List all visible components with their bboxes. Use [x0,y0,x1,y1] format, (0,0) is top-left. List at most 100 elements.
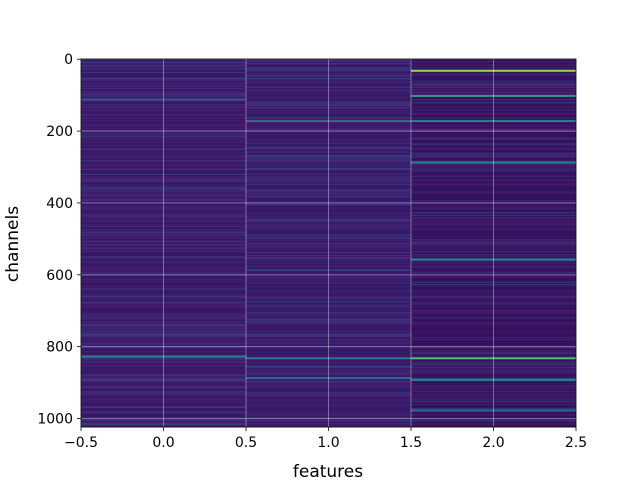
heatmap-cell-stripe [81,340,246,342]
heatmap-cell-stripe [246,339,411,340]
heatmap-cell-stripe [411,297,576,298]
heatmap-cell-stripe [411,105,576,107]
heatmap-cell-stripe [246,294,411,295]
heatmap-cell-stripe [81,257,246,259]
heatmap-cell-stripe [411,333,576,335]
heatmap-cell-stripe [81,166,246,168]
heatmap-cell-stripe [81,284,246,285]
heatmap-cell-stripe [411,412,576,414]
heatmap-cell-stripe [411,275,576,277]
heatmap-cell-stripe [411,389,576,391]
heatmap-cell-stripe [246,87,411,88]
heatmap-cell-stripe [81,267,246,268]
heatmap-cell-stripe [81,391,246,392]
heatmap-cell-stripe [81,299,246,301]
heatmap-cell-stripe [246,288,411,290]
heatmap-cell-stripe [246,323,411,324]
heatmap-cell-stripe [246,177,411,179]
heatmap-cell-stripe [411,305,576,307]
heatmap-cell-stripe [246,136,411,138]
heatmap-cell-stripe [246,415,411,417]
heatmap-cell-stripe [81,320,246,322]
heatmap-cell-stripe [411,92,576,94]
heatmap-cell-stripe [411,329,576,331]
heatmap-cell-stripe [246,117,411,118]
heatmap-cell-stripe [411,168,576,170]
heatmap-cell-stripe [81,346,246,348]
heatmap-cell-stripe [411,294,576,295]
heatmap-cell-stripe [246,166,411,168]
heatmap-cell-stripe [411,342,576,344]
heatmap-cell-stripe [411,425,576,427]
heatmap-cell-stripe [411,270,576,271]
heatmap-cell-stripe [81,254,246,255]
heatmap-cell-stripe [81,223,246,225]
heatmap-cell-stripe [81,76,246,77]
heatmap-cell-stripe [246,113,411,115]
heatmap-cell-stripe [411,424,576,426]
x-tick-label: 2.0 [482,435,504,451]
heatmap-cell-stripe [411,405,576,406]
heatmap-cell-stripe [246,99,411,101]
heatmap-cell-stripe [81,221,246,223]
heatmap-cell-stripe [81,377,246,378]
heatmap-cell-stripe [81,328,246,330]
heatmap-cell-stripe [411,75,576,76]
heatmap-cell-stripe [246,394,411,395]
heatmap-cell-stripe [81,323,246,324]
heatmap-cell-stripe [81,85,246,87]
heatmap-cell-stripe [411,73,576,74]
heatmap-cell-stripe [246,366,411,367]
heatmap-cell-stripe [411,327,576,329]
heatmap-cell-stripe [411,158,576,159]
heatmap-cell-stripe [411,136,576,138]
heatmap-cell-stripe [411,402,576,404]
heatmap-cell-stripe [81,256,246,257]
heatmap-cell-stripe [411,219,576,221]
heatmap-cell-stripe [81,206,246,208]
heatmap-cell-stripe [411,150,576,152]
heatmap-cell-stripe [411,276,576,278]
heatmap-cell-stripe [411,234,576,236]
heatmap-cell-stripe [246,160,411,161]
heatmap-cell-stripe [81,225,246,226]
heatmap-cell-stripe [411,266,576,267]
heatmap-cell-stripe [81,69,246,71]
heatmap-cell-stripe [411,140,576,142]
heatmap-cell-stripe [411,249,576,251]
heatmap-cell-stripe [81,184,246,185]
heatmap-cell-stripe [246,251,411,253]
heatmap-cell-stripe [81,312,246,314]
heatmap-cell-stripe [411,159,576,160]
heatmap-cell-stripe [81,247,246,249]
heatmap-cell-stripe [411,330,576,332]
heatmap-cell-stripe [246,363,411,364]
heatmap-cell-stripe [81,425,246,427]
heatmap-cell-stripe [81,358,246,360]
heatmap-cell-stripe [81,200,246,201]
heatmap-cell-stripe [411,235,576,237]
heatmap-cell-stripe [246,198,411,199]
heatmap-cell-stripe [246,404,411,405]
heatmap-cell-stripe [81,290,246,292]
heatmap-cell-stripe [246,302,411,304]
heatmap-cell-stripe [246,329,411,331]
heatmap-cell-stripe [81,350,246,351]
heatmap-cell-stripe [411,236,576,238]
heatmap-cell-stripe [81,77,246,78]
heatmap-cell-stripe [246,161,411,163]
heatmap-cell-stripe [246,212,411,213]
heatmap-cell-stripe [246,340,411,342]
heatmap-cell-stripe [246,105,411,107]
heatmap-cell-stripe [411,306,576,308]
x-tick-label: 0.0 [152,435,174,451]
heatmap-cell-stripe [246,316,411,318]
heatmap-cell-stripe [246,336,411,337]
heatmap-cell-stripe [411,354,576,356]
heatmap-cell-stripe [411,61,576,62]
heatmap-cell-stripe [246,401,411,403]
heatmap-cell-stripe [246,396,411,398]
heatmap-cell-stripe [81,203,246,205]
heatmap-cell-stripe [81,228,246,229]
